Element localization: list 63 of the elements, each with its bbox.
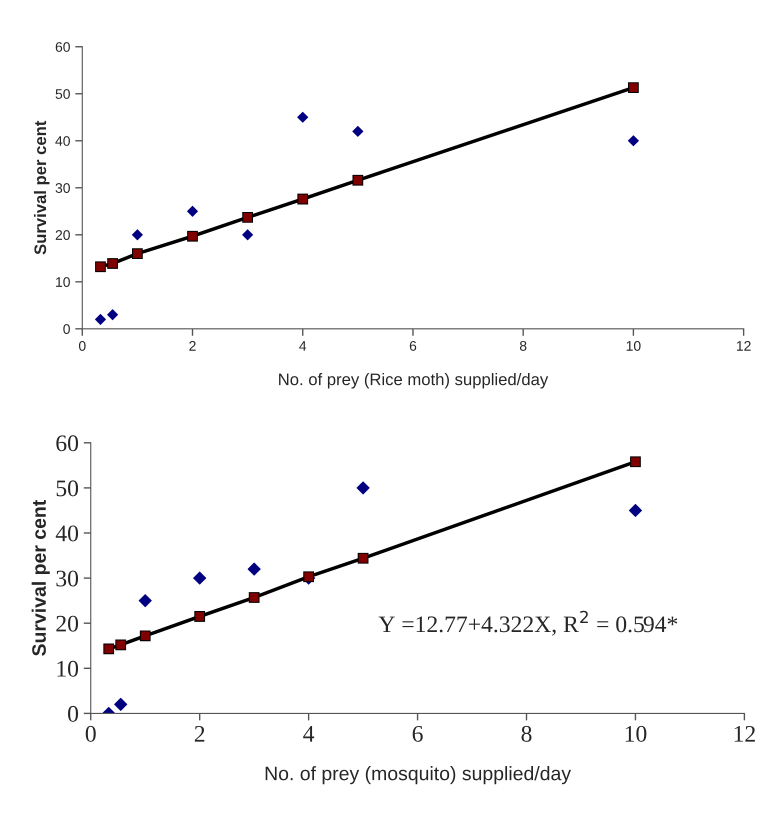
annotation: Y =12.77+4.322X, R$^{2}$ = 0.594* (378, 610, 678, 636)
x-tick-label: 0 (78, 340, 86, 351)
point (193, 572, 206, 585)
x-tick-label: 4 (299, 341, 306, 351)
y-tick-label: 0 (68, 706, 78, 722)
y-tick-label: 50 (56, 480, 78, 496)
y-tick-label: 10 (56, 277, 70, 287)
point (115, 639, 126, 650)
point (358, 552, 368, 564)
x-tick-label: 0 (86, 726, 96, 742)
point (352, 126, 364, 137)
x-tick-label: 4 (303, 726, 314, 742)
x-tick-label: 10 (626, 726, 646, 742)
point (297, 194, 308, 204)
y-tick-label: 20 (56, 230, 70, 240)
point (94, 314, 106, 325)
point (95, 261, 106, 272)
point (107, 309, 118, 320)
y-tick-label: 10 (57, 660, 78, 677)
x-tick-label: 8 (520, 340, 526, 351)
point (194, 611, 206, 622)
y-tick-label: 40 (56, 525, 78, 542)
point (187, 230, 198, 242)
point (140, 630, 151, 642)
point (297, 112, 308, 123)
point (132, 229, 143, 240)
y-axis-title: Survival per cent (32, 500, 50, 656)
y-tick-label: 60 (56, 435, 78, 452)
y-tick-label: 30 (56, 183, 70, 193)
point (107, 258, 118, 269)
point (248, 562, 261, 576)
point (628, 504, 642, 518)
point (187, 206, 198, 217)
point (248, 592, 260, 603)
x-axis-title: No. of prey (mosquito) supplied/day (266, 766, 572, 784)
x-tick-label: 6 (410, 340, 416, 351)
y-tick-label: 50 (56, 89, 70, 99)
x-tick-label: 2 (189, 340, 196, 351)
point (628, 135, 639, 146)
x-tick-label: 12 (734, 726, 755, 742)
point (103, 644, 114, 654)
point (628, 82, 639, 94)
y-tick-label: 30 (56, 570, 78, 587)
y-tick-label: 40 (55, 136, 70, 146)
point (242, 212, 253, 223)
y-tick-label: 20 (56, 616, 78, 632)
point (630, 456, 641, 468)
x-tick-label: 6 (412, 726, 423, 742)
point (303, 571, 314, 582)
point (242, 229, 254, 240)
y-tick-label: 60 (56, 42, 70, 52)
point (132, 248, 143, 259)
y-tick-label: 0 (63, 324, 70, 334)
x-axis-title: No. of prey (Rice moth) supplied/day (279, 373, 548, 389)
point (114, 698, 128, 711)
x-tick-label: 10 (626, 340, 641, 351)
x-tick-label: 2 (194, 726, 204, 742)
x-tick-label: 8 (522, 726, 532, 742)
y-axis-title: Survival per cent (34, 120, 50, 254)
point (138, 594, 152, 608)
x-tick-label: 12 (736, 340, 751, 351)
point (352, 174, 364, 186)
point (356, 481, 370, 494)
